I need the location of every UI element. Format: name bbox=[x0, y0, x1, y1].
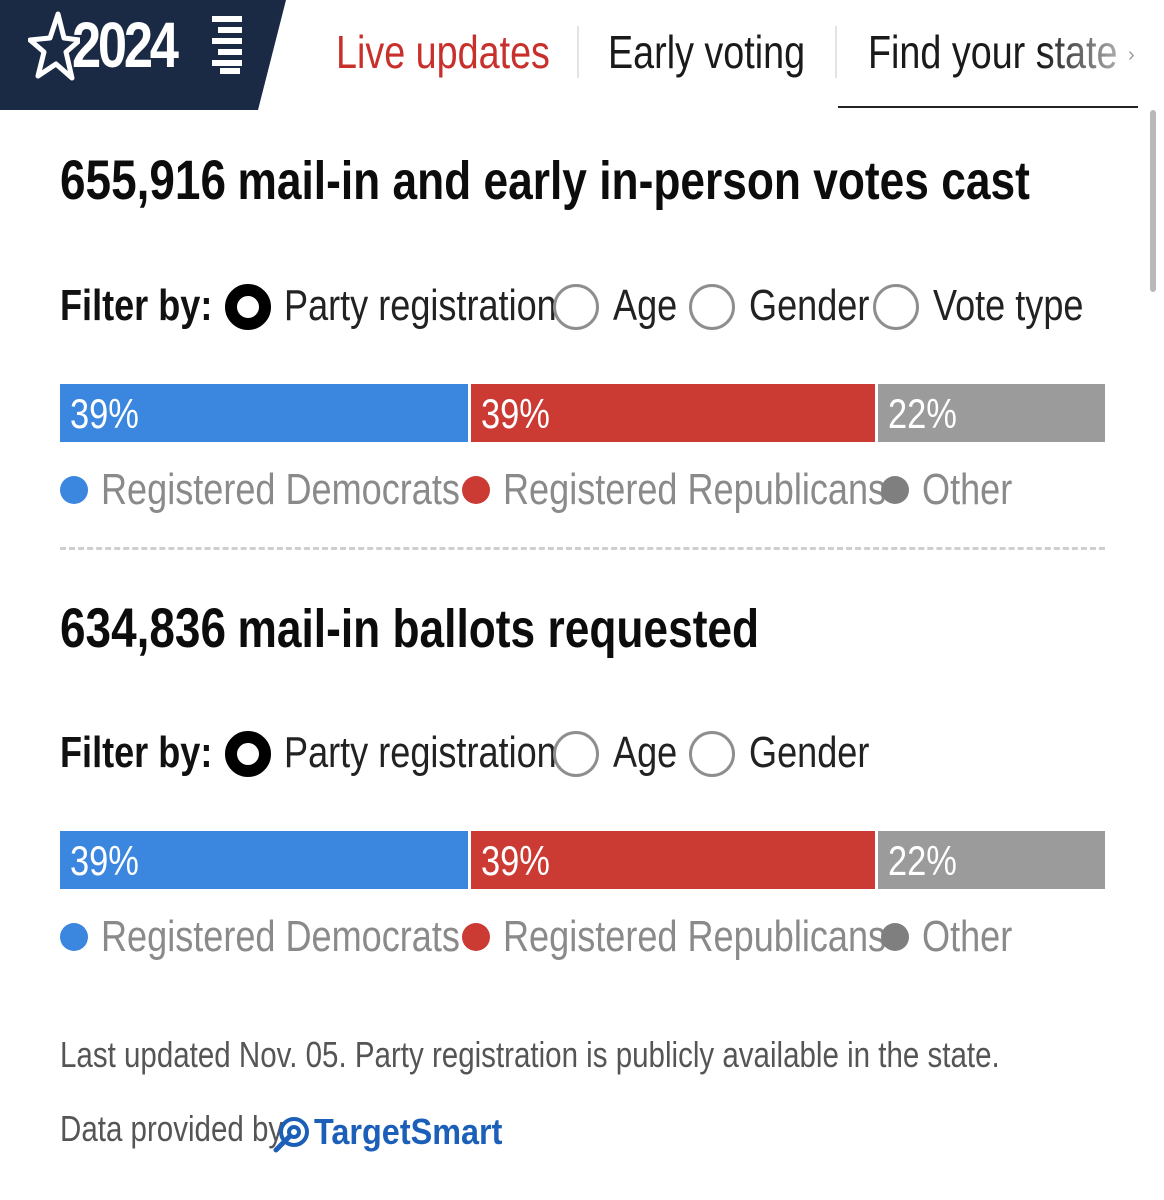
last-updated-note: Last updated Nov. 05. Party registration… bbox=[60, 1034, 1000, 1075]
filter-row: Filter by: Party registration Age Gender… bbox=[60, 278, 1140, 334]
section-divider bbox=[60, 547, 1105, 550]
bar-segment-republicans: 39% bbox=[467, 831, 876, 889]
legend-label-democrats: Registered Democrats bbox=[101, 465, 460, 514]
radio-label-age[interactable]: Age bbox=[613, 281, 678, 330]
flag-stripes-icon bbox=[212, 16, 242, 74]
legend-label-republicans: Registered Republicans bbox=[503, 912, 887, 961]
radio-label-vote-type[interactable]: Vote type bbox=[933, 281, 1084, 330]
votes-cast-count: 655,916 bbox=[60, 148, 226, 211]
radio-label-age[interactable]: Age bbox=[613, 728, 678, 777]
logo-year: 2024 bbox=[72, 9, 179, 81]
bar-value-label: 39% bbox=[70, 837, 139, 884]
legend-dot-republicans bbox=[462, 476, 490, 504]
star-icon bbox=[28, 11, 80, 81]
bar-value-label: 39% bbox=[480, 837, 550, 884]
data-provided-by-label: Data provided by bbox=[60, 1108, 284, 1149]
bar-segment-other: 22% bbox=[875, 384, 1105, 442]
filter-row: Filter by: Party registration Age Gender bbox=[60, 725, 1140, 781]
bar-value-label: 22% bbox=[888, 390, 958, 437]
chart-legend: Registered Democrats Registered Republic… bbox=[60, 462, 1140, 518]
bar-value-label: 22% bbox=[888, 837, 958, 884]
radio-label-gender[interactable]: Gender bbox=[749, 728, 870, 777]
legend-dot-democrats bbox=[60, 476, 88, 504]
nav-separator bbox=[577, 26, 579, 78]
targetsmart-icon bbox=[273, 1117, 309, 1153]
radio-age[interactable] bbox=[553, 284, 599, 330]
filter-label: Filter by: bbox=[60, 728, 213, 777]
legend-dot-other bbox=[881, 476, 909, 504]
radio-gender[interactable] bbox=[689, 284, 735, 330]
party-registration-bar: 39% 39% 22% bbox=[60, 831, 1105, 889]
radio-label-gender[interactable]: Gender bbox=[749, 281, 870, 330]
top-nav: 2024 Live updates Early voting Find your… bbox=[0, 0, 1164, 110]
nav-separator bbox=[835, 26, 837, 78]
radio-vote-type[interactable] bbox=[873, 284, 919, 330]
bar-value-label: 39% bbox=[480, 390, 550, 437]
radio-label-party-registration[interactable]: Party registration bbox=[284, 281, 557, 330]
ballots-requested-title: mail-in ballots requested bbox=[237, 599, 760, 659]
legend-label-other: Other bbox=[922, 465, 1013, 514]
filter-label: Filter by: bbox=[60, 281, 213, 330]
radio-gender[interactable] bbox=[689, 731, 735, 777]
targetsmart-wordmark: TargetSmart bbox=[314, 1111, 503, 1152]
scrollbar[interactable] bbox=[1150, 110, 1156, 292]
ballots-requested-headline: 634,836 mail-in ballots requested bbox=[60, 596, 759, 660]
legend-dot-republicans bbox=[462, 923, 490, 951]
bar-segment-democrats: 39% bbox=[60, 831, 468, 889]
legend-label-republicans: Registered Republicans bbox=[503, 465, 887, 514]
legend-label-democrats: Registered Democrats bbox=[101, 912, 460, 961]
ballots-requested-count: 634,836 bbox=[60, 596, 226, 659]
radio-label-party-registration[interactable]: Party registration bbox=[284, 728, 557, 777]
targetsmart-logo[interactable]: TargetSmart bbox=[272, 1110, 532, 1154]
party-registration-bar: 39% 39% 22% bbox=[60, 384, 1105, 442]
radio-age[interactable] bbox=[553, 731, 599, 777]
legend-label-other: Other bbox=[922, 912, 1013, 961]
votes-cast-title: mail-in and early in-person votes cast bbox=[237, 151, 1030, 211]
chart-legend: Registered Democrats Registered Republic… bbox=[60, 909, 1140, 965]
election-2024-logo[interactable]: 2024 bbox=[0, 0, 286, 110]
bar-value-label: 39% bbox=[70, 390, 139, 437]
legend-dot-other bbox=[881, 923, 909, 951]
legend-dot-democrats bbox=[60, 923, 88, 951]
bar-segment-democrats: 39% bbox=[60, 384, 468, 442]
bar-segment-republicans: 39% bbox=[467, 384, 876, 442]
votes-cast-headline: 655,916 mail-in and early in-person votes… bbox=[60, 148, 1030, 212]
active-tab-underline bbox=[838, 106, 1138, 108]
radio-party-registration[interactable] bbox=[225, 284, 271, 330]
radio-party-registration[interactable] bbox=[225, 731, 271, 777]
chevron-right-icon[interactable]: › bbox=[1128, 44, 1135, 66]
tab-live-updates[interactable]: Live updates bbox=[336, 26, 550, 78]
nav-fade-overlay bbox=[1040, 20, 1144, 90]
tab-early-voting[interactable]: Early voting bbox=[608, 26, 806, 78]
bar-segment-other: 22% bbox=[875, 831, 1105, 889]
